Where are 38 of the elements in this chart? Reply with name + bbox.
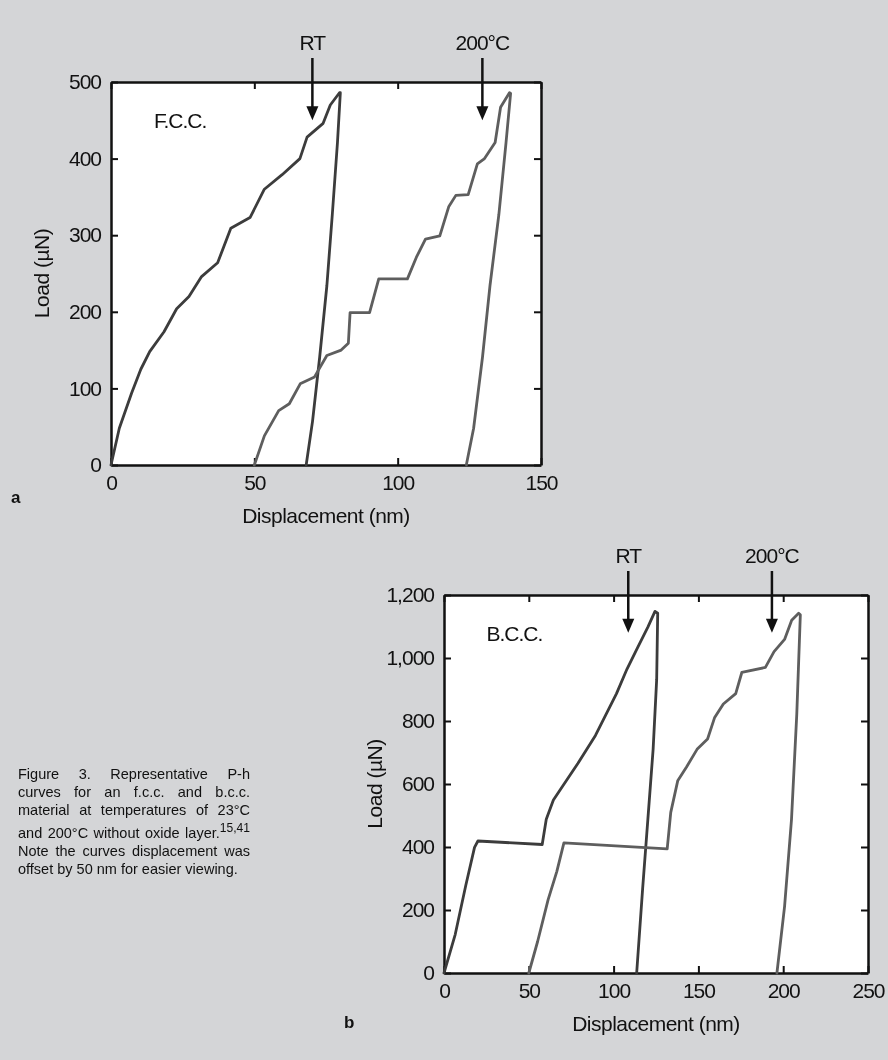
x-tick-label: 250 — [852, 978, 885, 1002]
x-tick-label: 50 — [518, 978, 541, 1002]
text: a — [11, 488, 21, 507]
x-tick-label: 100 — [598, 978, 631, 1002]
x-tick-label: 0 — [106, 470, 118, 494]
x-tick-label: 50 — [244, 470, 266, 494]
y-tick-label: 300 — [68, 223, 102, 247]
y-axis-title: Load (µN) — [363, 739, 386, 829]
y-tick-label: 1,200 — [386, 583, 435, 607]
text: b — [344, 1013, 355, 1032]
annotation: F.C.C. — [154, 109, 207, 133]
y-tick-label: 0 — [423, 961, 435, 985]
x-tick-label: 0 — [439, 978, 451, 1002]
text: RT — [615, 544, 643, 567]
y-tick-label: 200 — [401, 898, 435, 922]
x-tick-label: 150 — [525, 470, 558, 494]
series-label: 200°C — [455, 31, 511, 54]
y-tick-label: 400 — [401, 835, 435, 859]
x-tick-label: 150 — [682, 978, 716, 1002]
series-label: RT — [299, 31, 327, 54]
annotation: B.C.C. — [486, 621, 543, 645]
x-tick-label: 200 — [767, 978, 801, 1002]
line-series — [442, 609, 660, 975]
y-tick-label: 1,000 — [386, 646, 435, 670]
y-tick-label: 0 — [90, 453, 102, 477]
y-tick-label: 200 — [68, 300, 102, 324]
y-tick-label: 100 — [68, 376, 102, 400]
y-tick-label: 500 — [68, 70, 102, 94]
x-axis-title: Displacement (nm) — [242, 504, 410, 527]
y-tick-label: 400 — [68, 146, 102, 170]
line-series — [109, 91, 342, 467]
text: 200°C — [745, 544, 800, 567]
y-axis-title: Load (µN) — [30, 228, 53, 319]
x-axis-title: Displacement (nm) — [572, 1012, 740, 1035]
y-tick-label: 800 — [401, 709, 435, 733]
y-tick-label: 600 — [401, 772, 435, 796]
line-series — [252, 91, 513, 467]
caption: Figure 3. Representative P-h curves for an f.c.c. and b.c.c. material at temperatures of 23°C and 200°C without oxide layer.$^{15,41}$ Note the curves displacement was offset by 50 nm for easier viewing. — [18, 765, 250, 878]
